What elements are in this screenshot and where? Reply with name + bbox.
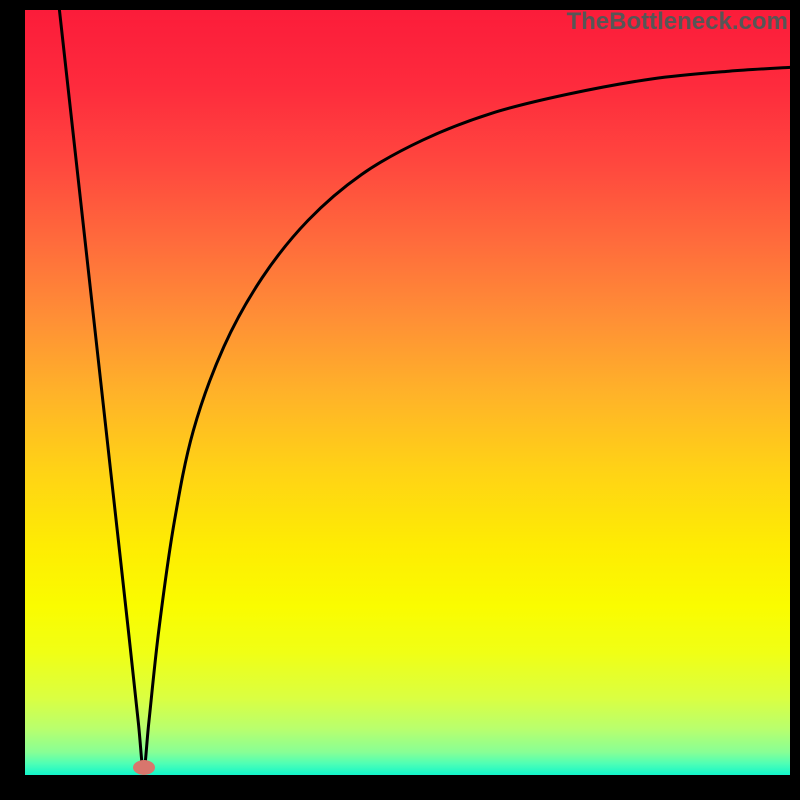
plot-area xyxy=(25,10,790,775)
chart-container: TheBottleneck.com xyxy=(0,0,800,800)
dip-marker xyxy=(133,760,155,775)
curve-path xyxy=(59,10,790,770)
watermark-text: TheBottleneck.com xyxy=(567,8,788,36)
bottleneck-curve xyxy=(25,10,790,775)
